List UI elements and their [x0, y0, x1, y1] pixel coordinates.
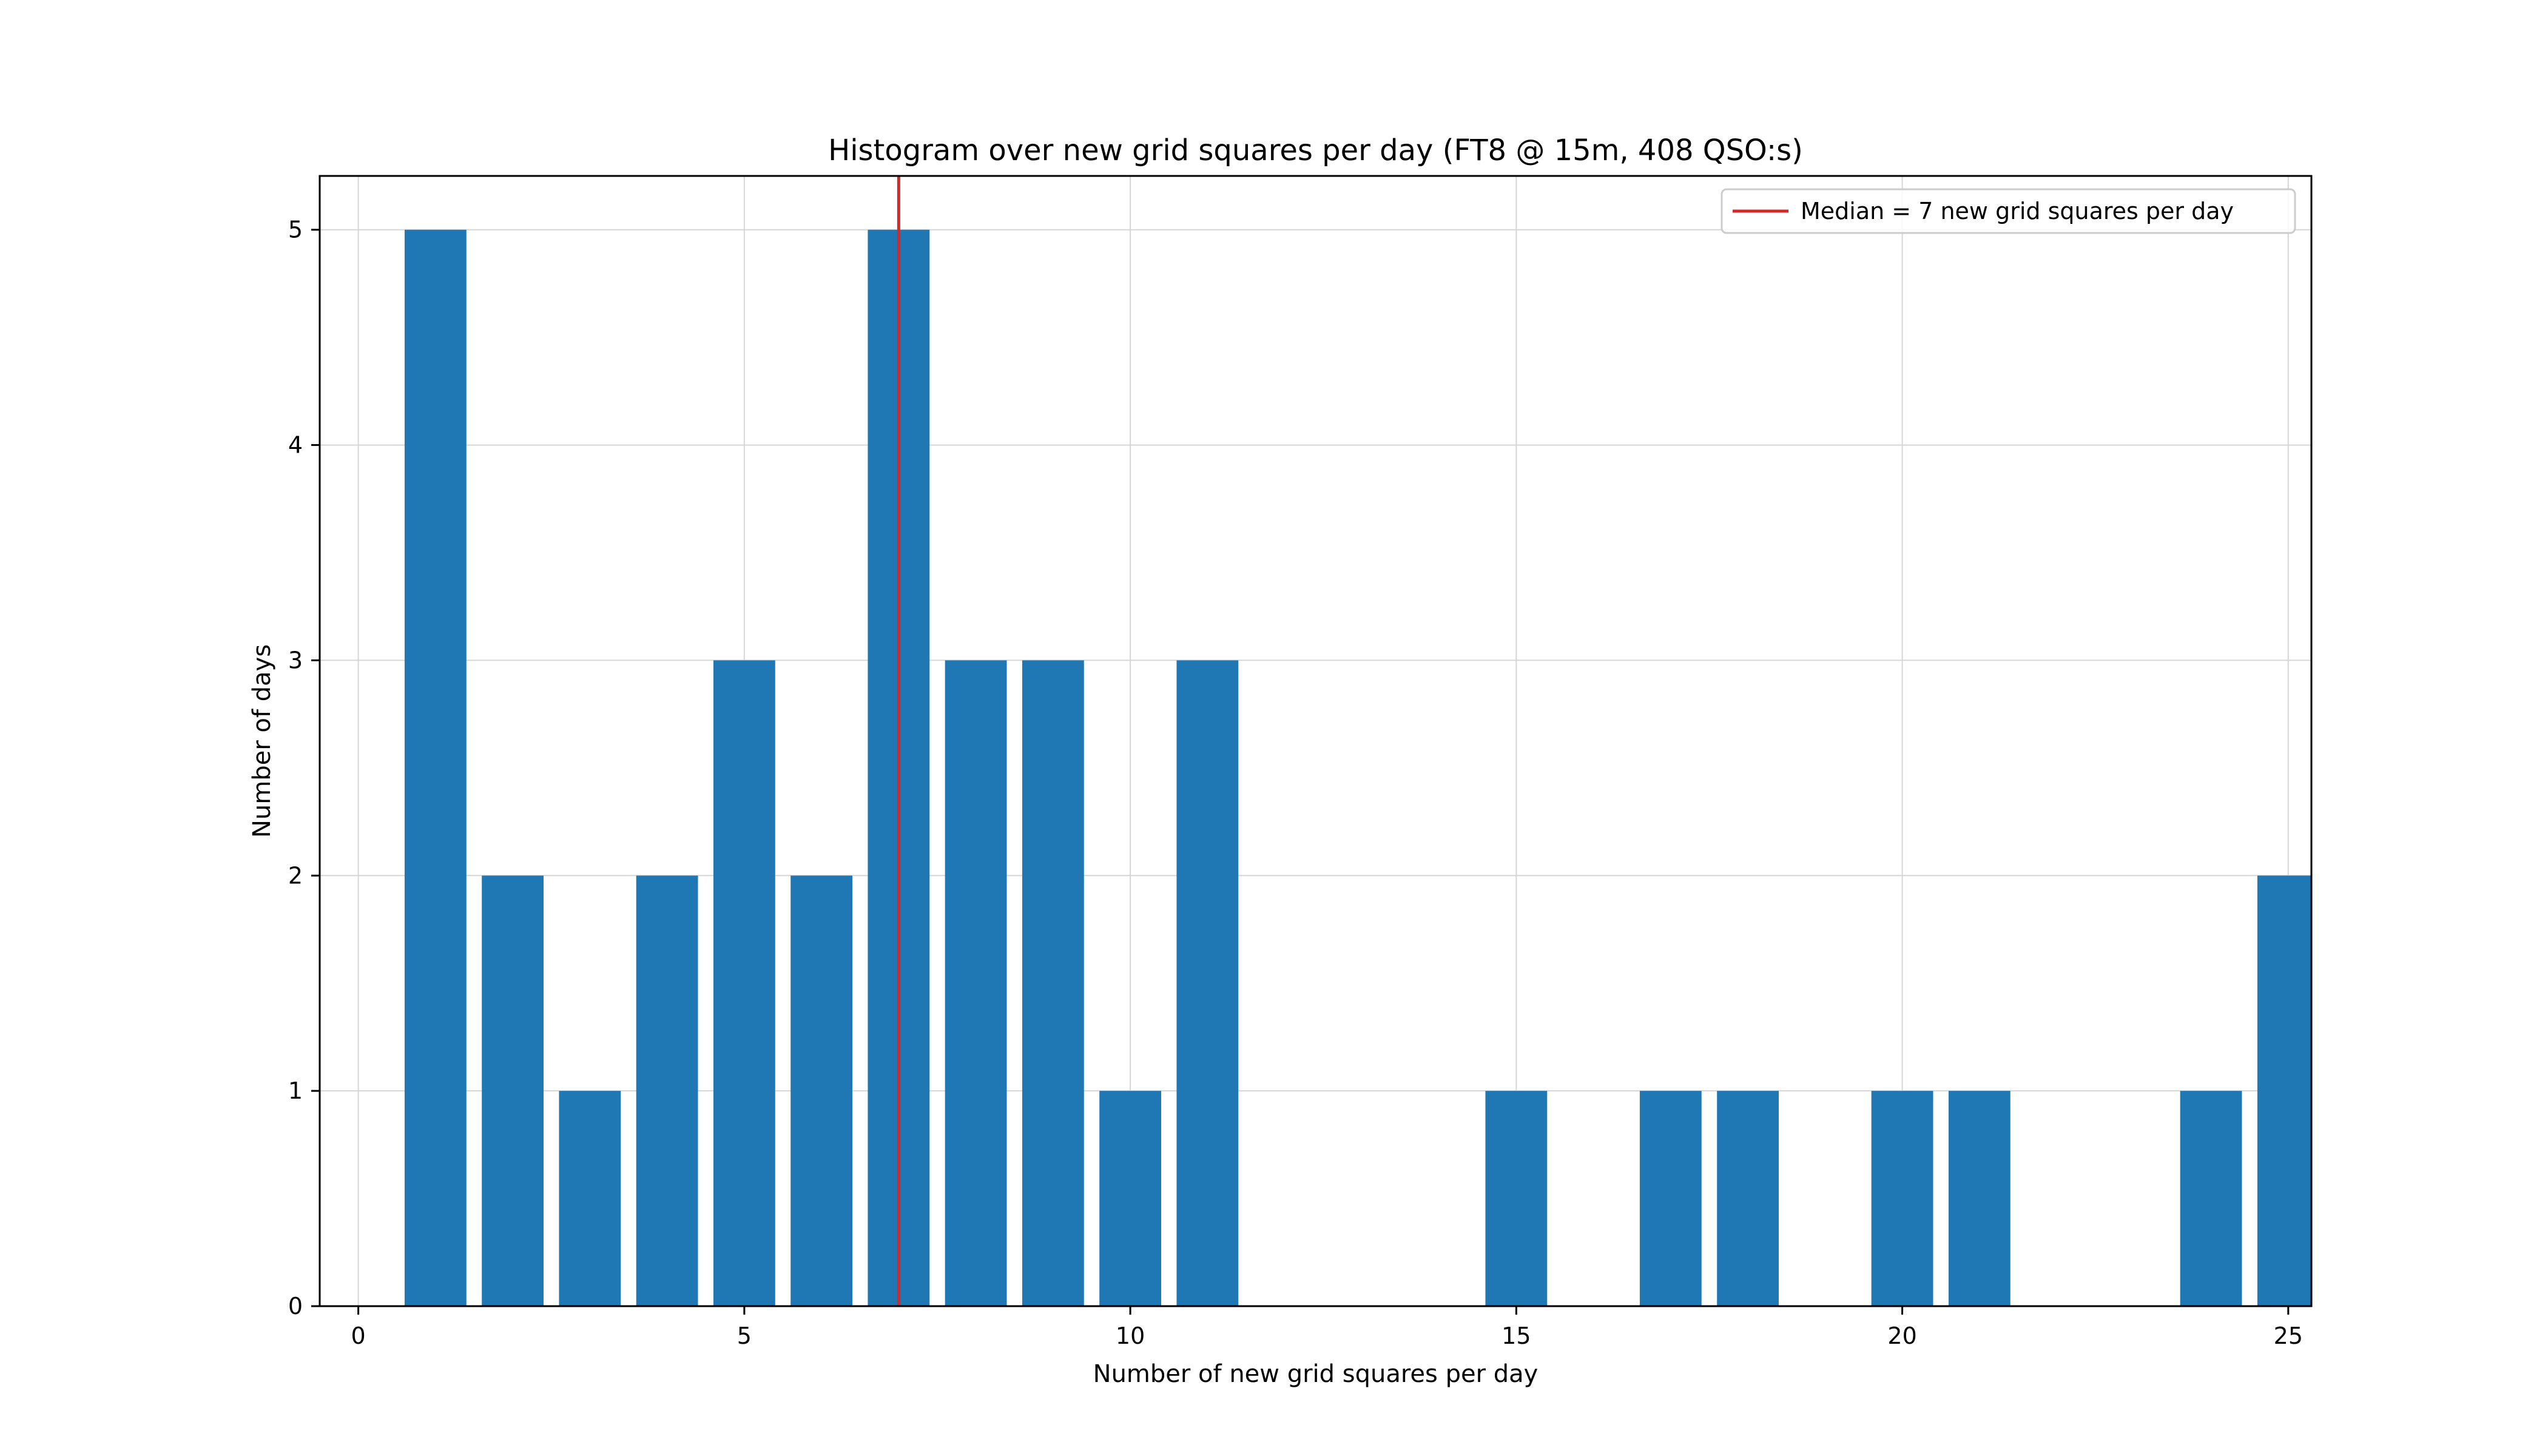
y-tick-label: 2	[288, 862, 303, 889]
legend-median-label: Median = 7 new grid squares per day	[1801, 198, 2234, 224]
histogram-bar	[1871, 1091, 1933, 1306]
histogram-bar	[945, 660, 1007, 1306]
histogram-bar	[713, 660, 775, 1306]
y-tick-label: 4	[288, 432, 303, 459]
histogram-bar	[482, 875, 544, 1306]
histogram-bar	[790, 875, 853, 1306]
x-tick-label: 25	[2274, 1323, 2303, 1349]
x-axis-label: Number of new grid squares per day	[1093, 1360, 1539, 1388]
histogram-bar	[1717, 1091, 1779, 1306]
x-tick-label: 10	[1116, 1323, 1145, 1349]
x-tick-label: 5	[737, 1323, 752, 1349]
y-ticks: 0 1 2 3 4 5	[288, 217, 320, 1320]
x-tick-label: 0	[351, 1323, 366, 1349]
legend: Median = 7 new grid squares per day	[1721, 188, 2296, 234]
histogram-bar	[2257, 875, 2311, 1306]
chart-title: Histogram over new grid squares per day …	[828, 133, 1803, 167]
y-tick-label: 5	[288, 217, 303, 243]
histogram-bar	[404, 229, 467, 1306]
plot-frame	[318, 175, 2313, 1307]
x-tick-label: 20	[1887, 1323, 1916, 1349]
y-tick-label: 3	[288, 647, 303, 673]
histogram-bar	[1099, 1091, 1162, 1306]
histogram-bar	[2180, 1091, 2242, 1306]
bars-layer	[404, 229, 2311, 1306]
y-axis-label: Number of days	[248, 644, 276, 838]
histogram-bar	[636, 875, 698, 1306]
histogram-bar	[1639, 1091, 1702, 1306]
histogram-bar	[1022, 660, 1084, 1306]
histogram-bar	[1176, 660, 1239, 1306]
x-tick-label: 15	[1502, 1323, 1531, 1349]
y-tick-label: 1	[288, 1077, 303, 1104]
y-tick-label: 0	[288, 1293, 303, 1320]
histogram-bar	[1485, 1091, 1548, 1306]
x-ticks: 0 5 10 15 20 25	[351, 1306, 2303, 1349]
histogram-bar	[559, 1091, 621, 1306]
histogram-bar	[1948, 1091, 2010, 1306]
legend-box	[1721, 188, 2296, 234]
